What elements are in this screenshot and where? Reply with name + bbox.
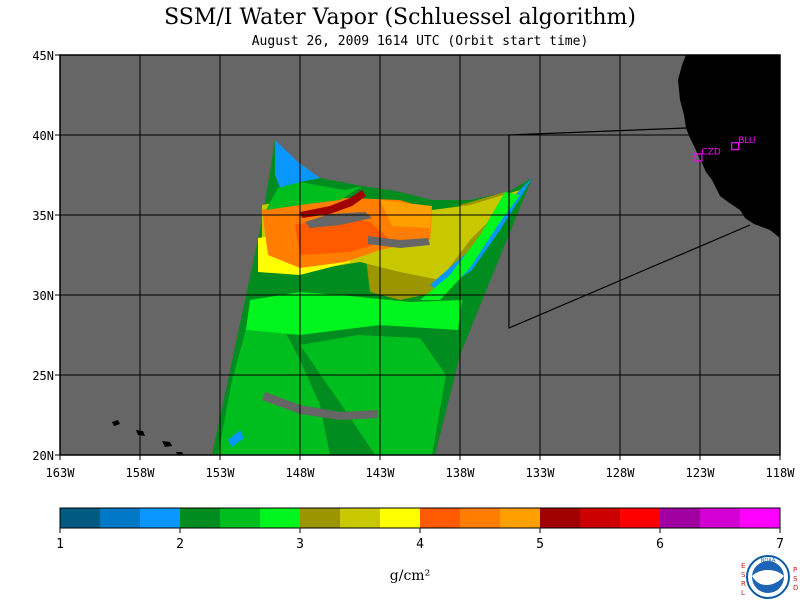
- swath-blue-top: [275, 140, 320, 192]
- colorbar-tick-label: 6: [656, 537, 664, 552]
- observation-sites: CZD BLU: [694, 136, 756, 162]
- longitude-tick-label: 143W: [366, 466, 396, 480]
- latitude-tick-label: 40N: [32, 129, 54, 143]
- colorbar-swatch: [220, 508, 260, 528]
- noaa-logo-text: NOAA: [761, 558, 776, 564]
- map-title: SSM/I Water Vapor (Schluessel algorithm): [164, 5, 636, 30]
- noaa-bird-icon: [752, 570, 784, 586]
- psd-letter-2: S: [793, 575, 798, 583]
- colorbar-swatch: [60, 508, 100, 528]
- colorbar-swatch: [100, 508, 140, 528]
- longitude-tick-label: 138W: [446, 466, 476, 480]
- longitude-tick-label: 123W: [686, 466, 716, 480]
- site-marker: [694, 153, 703, 162]
- esrl-letter-1: E: [741, 562, 745, 570]
- longitude-tick-label: 153W: [206, 466, 236, 480]
- colorbar-swatch: [300, 508, 340, 528]
- swath-dark-red-band: [300, 190, 366, 218]
- swath-green-top: [266, 182, 362, 210]
- colorbar-swatch: [460, 508, 500, 528]
- north-america-land: [678, 55, 780, 238]
- swath-gap-1: [305, 212, 372, 228]
- esrl-letter-4: L: [741, 589, 745, 597]
- colorbar-swatch: [740, 508, 780, 528]
- swath-green-east-edge: [420, 192, 520, 300]
- island-maui: [162, 441, 172, 447]
- colorbar-swatch: [140, 508, 180, 528]
- latitude-tick-label: 30N: [32, 289, 54, 303]
- site-label: CZD: [701, 147, 720, 157]
- longitude-tick-label: 133W: [526, 466, 556, 480]
- longitude-tick-label: 128W: [606, 466, 636, 480]
- colorbar-swatch: [180, 508, 220, 528]
- colorbar-swatch: [500, 508, 540, 528]
- colorbar-swatch: [580, 508, 620, 528]
- psd-letter-1: P: [793, 566, 797, 574]
- colorbar-swatch: [620, 508, 660, 528]
- longitude-tick-label: 163W: [46, 466, 76, 480]
- swath-gap-3: [262, 392, 378, 420]
- latitude-tick-label: 45N: [32, 49, 54, 63]
- swath-blue-east-edge: [430, 178, 532, 292]
- latitude-tick-label: 35N: [32, 209, 54, 223]
- colorbar-tick-label: 1: [56, 537, 64, 552]
- colorbar-swatch: [540, 508, 580, 528]
- swath-mid-green-2: [300, 335, 446, 455]
- esrl-letter-3: R: [741, 580, 746, 588]
- map-panel: CZD BLU: [59, 54, 781, 456]
- colorbar-tick-label: 2: [176, 537, 184, 552]
- domain-box-line: [508, 127, 751, 329]
- longitude-tick-label: 118W: [766, 466, 796, 480]
- site-label: BLU: [738, 136, 755, 146]
- map-subtitle: August 26, 2009 1614 UTC (Orbit start ti…: [251, 34, 589, 49]
- noaa-esrl-psd-logo: NOAA E S R L P S D: [741, 555, 798, 599]
- colorbar-swatch: [420, 508, 460, 528]
- map-frame: [59, 54, 781, 456]
- domain-outline: [508, 127, 751, 329]
- swath-light-orange: [380, 200, 432, 228]
- colorbar-swatch: [700, 508, 740, 528]
- esrl-letter-2: S: [741, 571, 746, 579]
- latitude-tick-label: 25N: [32, 369, 54, 383]
- swath-mid-green: [218, 322, 330, 455]
- colorbar: [59, 507, 781, 529]
- colorbar-swatch: [660, 508, 700, 528]
- colorbar-tick-label: 7: [776, 537, 784, 552]
- map-grid: [60, 55, 780, 455]
- colorbar-tick-label: 5: [536, 537, 544, 552]
- island-kauai: [112, 420, 120, 426]
- longitude-axis: 163W 158W 153W 148W 143W 138W 133W 128W 123W 118W: [46, 455, 796, 480]
- colorbar-swatch: [260, 508, 300, 528]
- latitude-axis: 45N 40N 35N 30N 25N 20N: [32, 49, 60, 463]
- latitude-tick-label: 20N: [32, 449, 54, 463]
- colorbar-ticks: 1 2 3 4 5 6 7: [56, 528, 784, 552]
- colorbar-swatch: [380, 508, 420, 528]
- swath-blue-bottom: [228, 430, 244, 447]
- colorbar-tick-label: 3: [296, 537, 304, 552]
- colorbar-tick-label: 4: [416, 537, 424, 552]
- longitude-tick-label: 158W: [126, 466, 156, 480]
- psd-letter-3: D: [793, 584, 798, 592]
- colorbar-swatch: [340, 508, 380, 528]
- colorbar-units: g/cm²: [390, 568, 430, 584]
- swath-gap-2: [368, 236, 430, 248]
- longitude-tick-label: 148W: [286, 466, 316, 480]
- site-marker: [731, 142, 740, 151]
